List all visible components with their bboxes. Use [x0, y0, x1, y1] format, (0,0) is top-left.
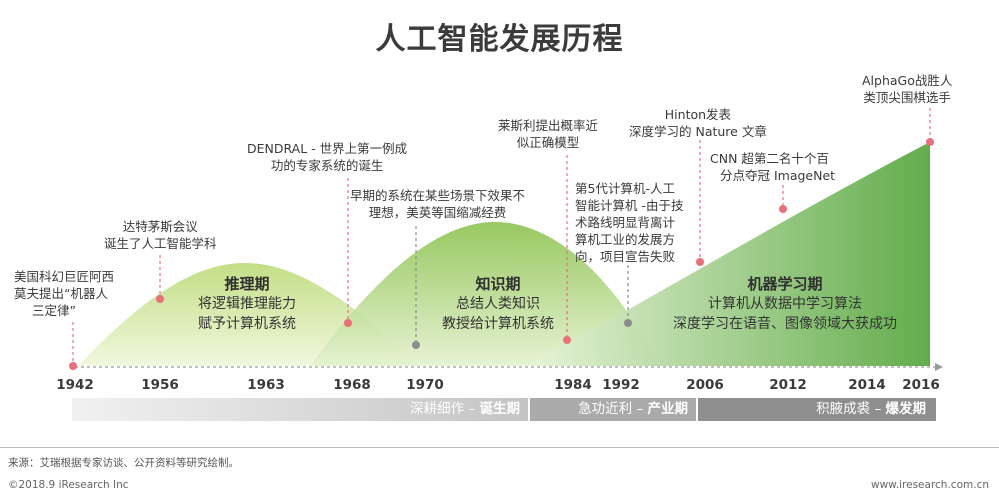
event-1992-line1: 第5代计算机-人工	[575, 181, 675, 196]
marker-dot-2016	[926, 138, 934, 146]
stage-label-birth: 深耕细作 – 诞生期	[72, 398, 520, 421]
stage-label-explosion-text: 积腋成裘 –	[816, 401, 886, 417]
stage-label-birth-bold: 诞生期	[479, 401, 521, 417]
event-1942-line2: 莫夫提出“机器人	[14, 286, 108, 301]
year-2014: 2014	[848, 377, 886, 393]
time-axis-arrow	[935, 363, 943, 371]
page-title: 人工智能发展历程	[375, 22, 624, 57]
phase-machine-learning-desc2: 深度学习在语音、图像领域大获成功	[673, 316, 897, 332]
copyright: ©2018.9 iResearch Inc	[8, 479, 129, 491]
stage-label-industry-text: 急功近利 –	[578, 401, 648, 417]
source-note: 来源：艾瑞根据专家访谈、公开资料等研究绘制。	[8, 457, 239, 469]
website-link[interactable]: www.iresearch.com.cn	[870, 479, 989, 491]
phase-machine-learning-desc1: 计算机从数据中学习算法	[708, 296, 862, 312]
stage-label-explosion-bold: 爆发期	[885, 401, 927, 417]
year-1992: 1992	[602, 377, 640, 393]
marker-dot-1956	[156, 295, 164, 303]
event-2012: CNN 超第二名十个百 分点夺冠 ImageNet	[710, 150, 835, 184]
event-1984-line1: 莱斯利提出概率近	[498, 118, 599, 133]
event-1942-line1: 美国科幻巨匠阿西	[14, 269, 115, 284]
event-2006-line1: Hinton发表	[664, 107, 732, 122]
event-1942-line3: 三定律”	[32, 303, 76, 318]
marker-dot-2012	[779, 205, 787, 213]
year-1956: 1956	[141, 377, 179, 393]
event-dendral-line1: DENDRAL - 世界上第一例成	[247, 141, 408, 156]
footer-divider	[0, 447, 999, 448]
event-2012-line1: CNN 超第二名十个百	[710, 151, 829, 166]
event-2006-line2: 深度学习的 Nature 文章	[629, 124, 767, 139]
phase-knowledge: 知识期 总结人类知识 教授给计算机系统	[418, 274, 578, 334]
event-1970: 早期的系统在某些场景下效果不 理想，美英等国缩减经费	[350, 187, 525, 221]
event-1970-line1: 早期的系统在某些场景下效果不	[350, 188, 526, 203]
event-1992: 第5代计算机-人工 智能计算机 -由于技 术路线明显背离计 算机工业的发展方 向…	[575, 180, 683, 265]
year-1942: 1942	[56, 377, 94, 393]
year-1970: 1970	[406, 377, 444, 393]
timeline-diagram	[69, 108, 943, 371]
event-1970-line2: 理想，美英等国缩减经费	[368, 205, 507, 220]
machine-learning-period-area	[525, 142, 930, 366]
event-2006: Hinton发表 深度学习的 Nature 文章	[629, 106, 767, 140]
event-2016-line2: 类顶尖围棋选手	[863, 90, 951, 105]
event-1984-line2: 似正确模型	[516, 135, 580, 150]
event-dendral-line2: 功的专家系统的诞生	[270, 158, 384, 173]
stage-bar-explosion	[698, 398, 936, 421]
year-1968: 1968	[333, 377, 371, 393]
event-1956-line1: 达特茅斯会议	[122, 219, 198, 234]
marker-dot-1970	[412, 341, 420, 349]
stage-label-explosion: 积腋成裘 – 爆发期	[698, 398, 926, 421]
event-2012-line2: 分点夺冠 ImageNet	[720, 168, 836, 183]
year-2012: 2012	[769, 377, 807, 393]
marker-dot-1968	[344, 319, 352, 327]
event-1992-line4: 算机工业的发展方	[575, 232, 676, 247]
phase-reasoning-name: 推理期	[224, 275, 270, 293]
event-1942: 美国科幻巨匠阿西 莫夫提出“机器人 三定律”	[14, 268, 114, 319]
knowledge-period-area	[310, 222, 660, 366]
phase-knowledge-desc2: 教授给计算机系统	[442, 316, 554, 332]
event-dendral: DENDRAL - 世界上第一例成 功的专家系统的诞生	[247, 140, 407, 174]
event-2016: AlphaGo战胜人 类顶尖围棋选手	[862, 72, 952, 106]
event-1984: 莱斯利提出概率近 似正确模型	[498, 117, 598, 151]
year-2016: 2016	[902, 377, 940, 393]
marker-dot-1942	[69, 362, 77, 370]
stage-bar-industry	[530, 398, 696, 421]
stage-label-birth-text: 深耕细作 –	[410, 401, 480, 417]
stage-bar-birth	[72, 398, 528, 421]
marker-dot-1984	[563, 336, 571, 344]
event-1956-line2: 诞生了人工智能学科	[104, 236, 217, 251]
event-1992-line2: 智能计算机 -由于技	[575, 198, 684, 213]
phase-reasoning-desc2: 赋予计算机系统	[198, 316, 296, 332]
event-1992-line5: 向，项目宣告失败	[575, 249, 676, 264]
phase-reasoning: 推理期 将逻辑推理能力 赋予计算机系统	[172, 274, 322, 334]
phase-reasoning-desc1: 将逻辑推理能力	[198, 296, 296, 312]
phase-machine-learning-name: 机器学习期	[747, 275, 823, 293]
year-2006: 2006	[686, 377, 724, 393]
marker-dot-2006	[696, 258, 704, 266]
phase-knowledge-name: 知识期	[475, 275, 521, 293]
event-2016-line1: AlphaGo战胜人	[862, 73, 953, 88]
marker-dot-1992	[624, 319, 632, 327]
phase-machine-learning: 机器学习期 计算机从数据中学习算法 深度学习在语音、图像领域大获成功	[640, 274, 930, 334]
phase-knowledge-desc1: 总结人类知识	[456, 296, 540, 312]
stage-label-industry: 急功近利 – 产业期	[530, 398, 688, 421]
event-1956: 达特茅斯会议 诞生了人工智能学科	[104, 218, 217, 252]
stage-label-industry-bold: 产业期	[647, 401, 689, 417]
event-1992-line3: 术路线明显背离计	[575, 215, 676, 230]
year-1984: 1984	[554, 377, 592, 393]
year-1963: 1963	[247, 377, 285, 393]
